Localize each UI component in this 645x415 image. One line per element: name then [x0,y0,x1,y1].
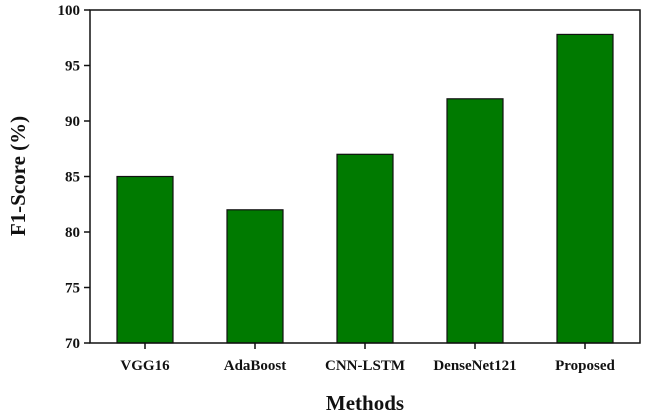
x-category-label: VGG16 [120,358,170,374]
y-tick-label: 80 [65,225,80,241]
y-tick-label: 70 [65,336,80,352]
y-tick-label: 95 [65,59,80,75]
y-tick-label: 85 [65,170,80,186]
y-tick-label: 100 [58,3,81,19]
y-tick-label: 90 [65,114,80,130]
bar-vgg16 [116,175,174,344]
y-axis-ticks: 70 75 80 85 90 95 100 [58,3,90,352]
x-axis-title: Methods [326,391,404,415]
y-tick-label: 75 [65,281,80,297]
bar-adaboost [226,209,284,344]
x-category-label: CNN-LSTM [325,358,405,374]
plot-frame [89,9,641,344]
bar-cnn-lstm [336,153,394,344]
x-category-label: Proposed [555,358,615,374]
bar-densenet121 [446,98,504,344]
y-axis-title: F1-Score (%) [6,116,30,236]
bar-proposed [556,33,614,344]
x-category-label: DenseNet121 [433,358,516,374]
x-category-label: AdaBoost [224,358,287,374]
bars-layer [116,33,614,344]
x-axis-ticks: VGG16 AdaBoost CNN-LSTM DenseNet121 Proposed [120,343,616,374]
